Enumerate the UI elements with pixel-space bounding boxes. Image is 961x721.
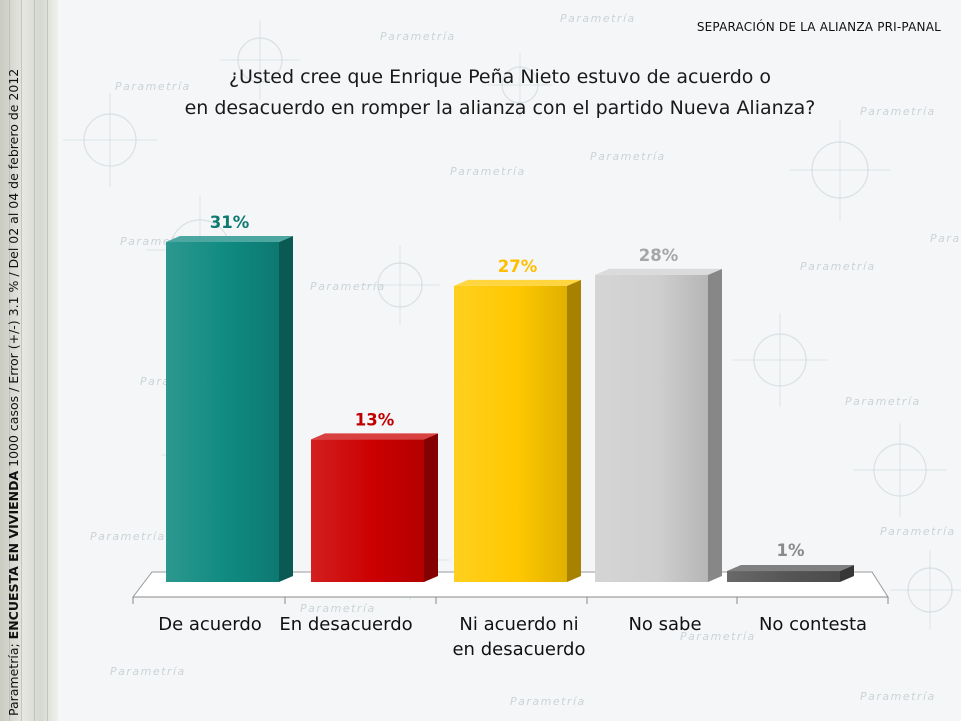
question-line-1: ¿Usted cree que Enrique Peña Nieto estuv… xyxy=(228,66,772,88)
watermark-circle xyxy=(377,262,423,308)
watermark-circle xyxy=(811,141,869,199)
bar-side xyxy=(708,268,722,582)
watermark-word: Parametría xyxy=(860,105,936,118)
value-label-5: 1% xyxy=(776,541,804,560)
slide-section-tag: SEPARACIÓN DE LA ALIANZA PRI-PANAL xyxy=(696,20,941,34)
category-label-4: No sabe xyxy=(628,614,701,635)
watermark-word: Parametría xyxy=(860,690,936,703)
value-label-4: 28% xyxy=(639,246,679,265)
bar-2 xyxy=(311,433,438,582)
bar-side xyxy=(840,565,854,582)
watermark-circle xyxy=(237,37,283,83)
bar-4 xyxy=(595,268,722,582)
watermark-word: Parametría xyxy=(880,525,956,538)
bar-front xyxy=(311,439,424,582)
watermark-word: Parametría xyxy=(510,695,586,708)
value-label-3: 27% xyxy=(498,257,538,276)
watermark-word: Parametría xyxy=(590,150,666,163)
bar-front xyxy=(595,274,708,582)
watermark-circle xyxy=(501,66,539,104)
watermark-word: Parametría xyxy=(560,12,636,25)
watermark-word: Parametría xyxy=(90,530,166,543)
question-line-2: en desacuerdo en romper la alianza con e… xyxy=(184,97,816,119)
bar-side xyxy=(567,279,581,582)
watermark-circle xyxy=(753,333,807,387)
watermark-circle xyxy=(907,567,953,613)
category-label-2: En desacuerdo xyxy=(279,614,412,635)
bar-top xyxy=(166,236,293,242)
watermark-word: Parametría xyxy=(300,602,376,615)
bar-side xyxy=(279,236,293,582)
bar-3 xyxy=(454,279,581,582)
chart-question-title: ¿Usted cree que Enrique Peña Nieto estuv… xyxy=(120,62,880,124)
watermark-word: Parametría xyxy=(115,80,191,93)
bar-front xyxy=(454,285,567,582)
watermark-word: Parametría xyxy=(450,165,526,178)
bar-top xyxy=(727,565,854,572)
value-label-1: 31% xyxy=(210,213,250,232)
category-label-3: en desacuerdo xyxy=(452,639,585,660)
watermark-word: Parametría xyxy=(110,665,186,678)
left-decorative-strip xyxy=(0,0,58,721)
watermark-word: Parametría xyxy=(930,232,961,245)
category-label-1: De acuerdo xyxy=(158,614,262,635)
watermark-word: Parametría xyxy=(380,30,456,43)
bar-5 xyxy=(727,565,854,582)
category-label-5: No contesta xyxy=(759,614,867,635)
bar-top xyxy=(454,279,581,286)
watermark-circle xyxy=(873,443,927,497)
watermark-word: Parametría xyxy=(800,260,876,273)
value-label-2: 13% xyxy=(355,410,395,429)
watermark-word: Parametría xyxy=(680,630,756,643)
watermark-word: Parametría xyxy=(845,395,921,408)
watermark-circle xyxy=(83,113,137,167)
bar-top xyxy=(595,268,722,275)
bar-front xyxy=(727,571,840,582)
bar-front xyxy=(166,242,279,582)
category-label-3: Ni acuerdo ni xyxy=(459,614,578,635)
bar-side xyxy=(424,433,438,582)
bar-top xyxy=(311,433,438,440)
watermark-word: Parametría xyxy=(310,280,386,293)
bar-1 xyxy=(166,236,293,582)
